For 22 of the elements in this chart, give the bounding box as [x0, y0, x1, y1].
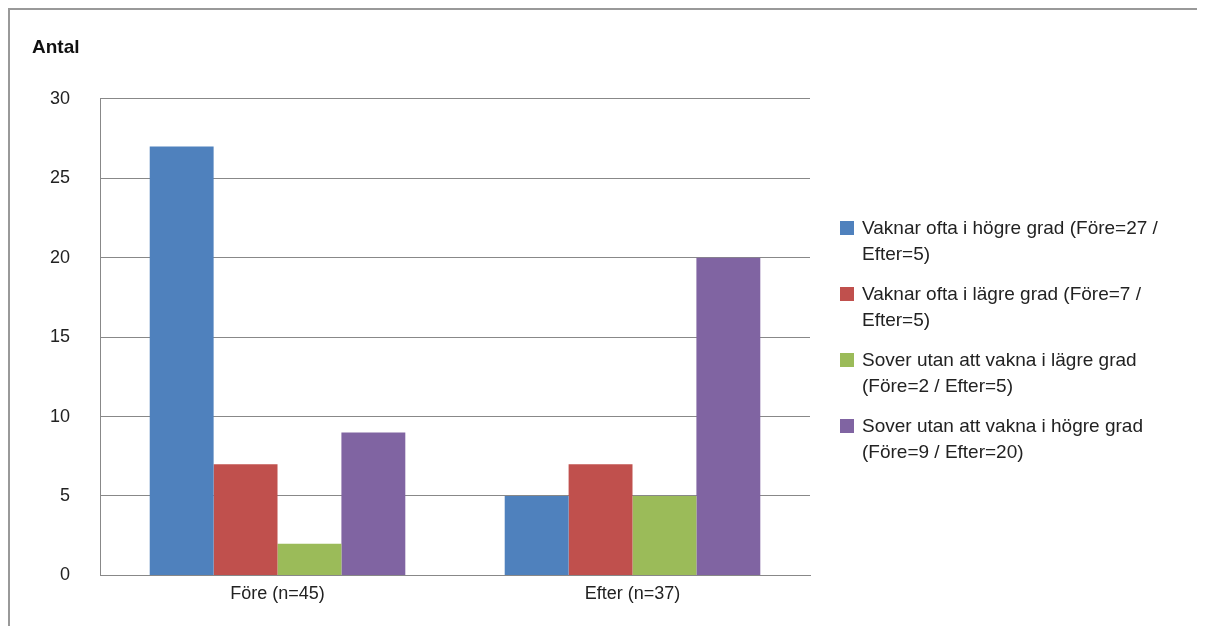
y-axis-title: Antal [32, 36, 80, 58]
y-tick-label: 0 [60, 564, 71, 585]
legend-label: Vaknar ofta i lägre grad (Före=7 / Efter=5) [862, 282, 1142, 332]
y-tick-label: 25 [49, 167, 71, 188]
x-tick-label: Efter (n=37) [584, 583, 681, 604]
bar [632, 495, 697, 575]
bar [568, 464, 633, 575]
bar [696, 257, 761, 575]
y-tick-label: 5 [60, 484, 71, 505]
legend-label: Sover utan att vakna i högre grad (Före=9 / Efter=20) [862, 414, 1144, 464]
bar [341, 432, 406, 575]
y-tick-label: 15 [49, 326, 71, 347]
x-tick-label: Före (n=45) [230, 583, 325, 604]
y-tick-label: 30 [49, 87, 71, 108]
legend-label: Vaknar ofta i högre grad (Före=27 / Efter=5) [862, 216, 1159, 266]
bar [504, 495, 569, 575]
y-tick-label: 10 [49, 405, 71, 426]
bar [213, 464, 278, 575]
bar [277, 543, 342, 575]
legend-label: Sover utan att vakna i lägre grad (Före=2 / Efter=5) [862, 348, 1138, 398]
y-tick-label: 20 [49, 246, 71, 267]
bar [149, 146, 214, 575]
